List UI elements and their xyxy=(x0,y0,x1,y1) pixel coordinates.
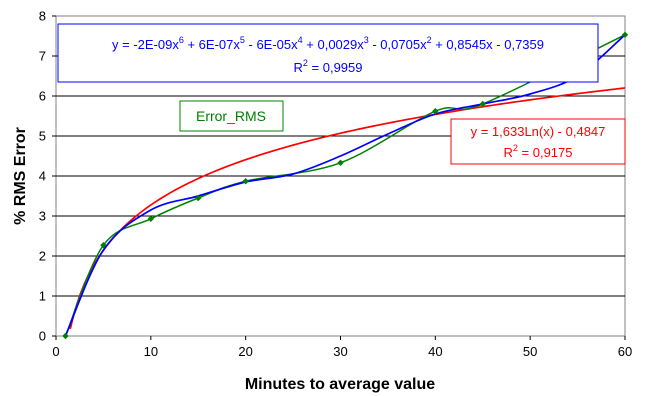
logarithmic-trendline xyxy=(69,87,626,330)
polynomial-trendline xyxy=(64,34,626,337)
data-point xyxy=(337,159,344,166)
logarithmic-equation-box: y = 1,633Ln(x) - 0,4847 R2 = 0,9175 xyxy=(450,118,626,165)
y-tick-label: 3 xyxy=(39,209,46,224)
x-tick-label: 50 xyxy=(523,344,537,359)
y-tick-label: 7 xyxy=(39,49,46,64)
y-tick-label: 2 xyxy=(39,249,46,264)
polynomial-r-squared: R2 = 0,9959 xyxy=(294,58,363,75)
log-r2-exp: 2 xyxy=(513,143,518,153)
y-tick-label: 5 xyxy=(39,129,46,144)
y-axis-title: % RMS Error xyxy=(12,127,29,225)
logarithmic-equation: y = 1,633Ln(x) - 0,4847 xyxy=(471,124,606,139)
x-tick-label: 60 xyxy=(618,344,632,359)
polynomial-equation: y = -2E-09x6 + 6E-07x5 - 6E-05x4 + 0,002… xyxy=(112,35,544,52)
logarithmic-equation-frame xyxy=(450,118,626,165)
x-tick-label: 0 xyxy=(52,344,59,359)
y-axis-ticks: 0 1 2 3 4 5 6 7 8 xyxy=(39,9,56,344)
eq-part-2: + 6E-07x xyxy=(184,37,241,52)
y-tick-label: 0 xyxy=(39,329,46,344)
data-point xyxy=(242,178,249,185)
log-r2-value: = 0,9175 xyxy=(518,145,573,160)
data-point xyxy=(147,215,155,222)
legend: Error_RMS xyxy=(179,100,284,132)
x-axis-title: Minutes to average value xyxy=(245,376,435,393)
y-tick-label: 1 xyxy=(39,289,46,304)
eq-part-3: - 6E-05x xyxy=(245,37,298,52)
eq-part-6: + 0,8545x - 0,7359 xyxy=(432,37,544,52)
y-tick-label: 4 xyxy=(39,169,46,184)
data-point xyxy=(195,194,202,202)
error-rms-markers xyxy=(62,31,629,340)
legend-entry-error-rms: Error_RMS xyxy=(196,108,266,124)
eq-part-4: + 0,0029x xyxy=(303,37,365,52)
x-tick-label: 20 xyxy=(238,344,252,359)
polynomial-equation-frame xyxy=(57,23,599,83)
eq-exp-4: 3 xyxy=(364,35,369,45)
y-tick-label: 6 xyxy=(39,89,46,104)
x-tick-label: 40 xyxy=(428,344,442,359)
data-point xyxy=(432,108,439,115)
eq-exp-1: 6 xyxy=(179,35,184,45)
x-axis-ticks: 0 10 20 30 40 50 60 xyxy=(52,336,632,359)
data-point xyxy=(62,332,69,340)
x-tick-label: 10 xyxy=(144,344,158,359)
data-point xyxy=(621,31,629,38)
r2-exp: 2 xyxy=(303,58,308,68)
r2-value: = 0,9959 xyxy=(308,60,363,75)
logarithmic-r-squared: R2 = 0,9175 xyxy=(504,143,573,160)
legend-frame xyxy=(179,100,284,132)
eq-exp-2: 5 xyxy=(240,35,245,45)
x-tick-label: 30 xyxy=(333,344,347,359)
eq-exp-5: 2 xyxy=(427,35,432,45)
data-point xyxy=(479,100,486,108)
r2-r: R xyxy=(294,60,303,75)
log-r2-r: R xyxy=(504,145,513,160)
polynomial-equation-box: y = -2E-09x6 + 6E-07x5 - 6E-05x4 + 0,002… xyxy=(57,23,599,83)
eq-part-1: y = -2E-09x xyxy=(112,37,179,52)
eq-exp-3: 4 xyxy=(298,35,303,45)
data-point xyxy=(100,242,107,249)
eq-part-5: - 0,0705x xyxy=(369,37,427,52)
y-tick-label: 8 xyxy=(39,9,46,24)
